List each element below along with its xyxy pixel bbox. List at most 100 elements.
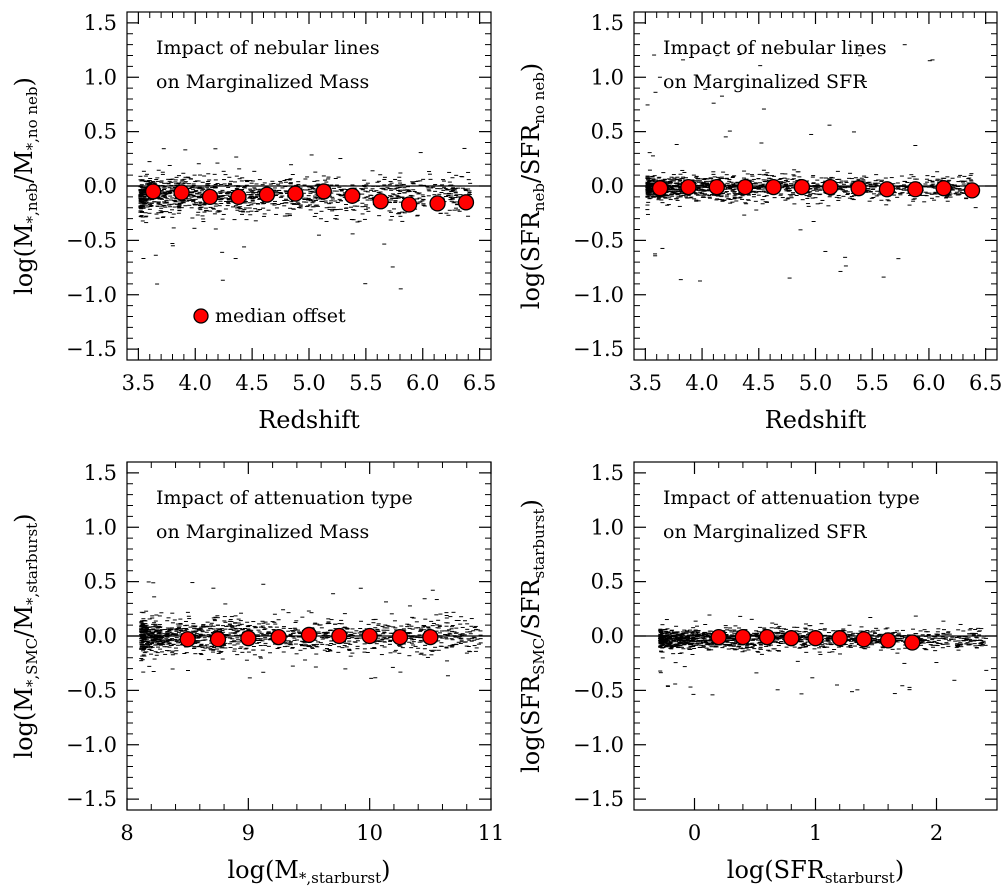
median-offset-marker xyxy=(430,196,445,211)
x-tick-label: 4.5 xyxy=(235,371,268,395)
annotation-line-2: on Marginalized Mass xyxy=(156,521,369,543)
y-tick-label: −1.5 xyxy=(573,787,624,811)
median-offset-marker xyxy=(458,195,473,210)
median-offset-marker xyxy=(879,182,894,197)
x-tick-label: 9 xyxy=(242,821,255,845)
median-offset-marker xyxy=(653,181,668,196)
x-tick-label: 1 xyxy=(809,821,822,845)
x-tick-label: 6.0 xyxy=(406,371,439,395)
median-offset-marker xyxy=(203,189,218,204)
y-tick-label: 0.5 xyxy=(591,570,624,594)
y-tick-label: −1.5 xyxy=(66,337,117,361)
y-tick-label: 0.5 xyxy=(84,120,117,144)
median-offset-marker xyxy=(316,184,331,199)
x-tick-label: 5.5 xyxy=(349,371,382,395)
median-offset-marker xyxy=(146,184,161,199)
y-tick-label: 1.5 xyxy=(84,461,117,485)
median-offset-marker xyxy=(402,197,417,212)
x-tick-label: 5.5 xyxy=(856,371,889,395)
x-tick-label: 8 xyxy=(120,821,133,845)
median-offset-marker xyxy=(302,627,317,642)
median-offset-marker xyxy=(288,186,303,201)
x-tick-label: 3.5 xyxy=(629,371,662,395)
x-tick-label: 10 xyxy=(356,821,383,845)
median-offset-marker xyxy=(823,180,838,195)
panel-2: 3.5 4.0 4.5 5.0 5.5 6.0 6.5 −1.5 −1.0 −0.5 0.0 0.5 1… xyxy=(517,11,1002,434)
median-offset-marker xyxy=(851,181,866,196)
median-offset-marker xyxy=(936,181,951,196)
y-tick-label: 1.0 xyxy=(84,65,117,89)
y-tick-label: 1.0 xyxy=(591,515,624,539)
x-axis-title: Redshift xyxy=(258,406,360,434)
median-offset-marker xyxy=(259,187,274,202)
y-tick-label: −0.5 xyxy=(66,228,117,252)
x-tick-label: 4.5 xyxy=(742,371,775,395)
x-tick-label: 6.5 xyxy=(463,371,496,395)
y-tick-label: −1.0 xyxy=(66,283,117,307)
y-axis-title: log(M*,neb/M*,no neb) xyxy=(10,77,41,295)
median-offset-marker xyxy=(345,188,360,203)
median-offset-marker xyxy=(362,629,377,644)
median-offset-marker xyxy=(393,630,408,645)
y-tick-label: −1.5 xyxy=(66,787,117,811)
annotation-line-1: Impact of nebular lines xyxy=(663,37,887,59)
x-tick-label: 4.0 xyxy=(179,371,212,395)
median-offset-marker xyxy=(231,189,246,204)
y-tick-label: 0.5 xyxy=(591,120,624,144)
median-offset-marker xyxy=(241,631,256,646)
scatter-cloud xyxy=(138,148,472,288)
y-tick-label: −1.5 xyxy=(573,337,624,361)
x-axis-title: log(M*,starburst) xyxy=(227,856,390,886)
median-offset-marker xyxy=(332,629,347,644)
median-offset-marker xyxy=(681,180,696,195)
y-tick-label: −0.5 xyxy=(66,678,117,702)
median-offset-marker xyxy=(180,632,195,647)
y-tick-label: −0.5 xyxy=(573,678,624,702)
x-tick-label: 2 xyxy=(930,821,943,845)
median-offset-marker xyxy=(766,180,781,195)
y-axis-title: log(M*,SMC/M*,starburst) xyxy=(10,513,41,758)
x-tick-label: 5.0 xyxy=(799,371,832,395)
median-offset-marker xyxy=(738,180,753,195)
y-tick-label: 1.5 xyxy=(591,11,624,35)
y-tick-label: −0.5 xyxy=(573,228,624,252)
median-offset-marker xyxy=(908,182,923,197)
y-tick-label: −1.0 xyxy=(66,733,117,757)
x-tick-label: 0 xyxy=(688,821,701,845)
annotation-line-1: Impact of attenuation type xyxy=(156,487,413,509)
x-tick-label: 6.0 xyxy=(912,371,945,395)
y-tick-label: 1.0 xyxy=(591,65,624,89)
panel-3: 8 9 10 11 −1.5 −1.0 −0.5 0.0 0.5 1.0 1.5 Impact of … xyxy=(10,461,504,886)
median-offset-marker xyxy=(373,194,388,209)
median-offset-marker xyxy=(965,183,980,198)
x-tick-label: 3.5 xyxy=(122,371,155,395)
annotation-line-1: Impact of nebular lines xyxy=(156,37,380,59)
median-offset-marker xyxy=(174,185,189,200)
x-tick-label: 5.0 xyxy=(292,371,325,395)
y-tick-label: 0.5 xyxy=(84,570,117,594)
y-tick-label: 1.5 xyxy=(84,11,117,35)
x-tick-label: 6.5 xyxy=(969,371,1002,395)
y-tick-label: 1.0 xyxy=(84,515,117,539)
median-offset-marker xyxy=(271,630,286,645)
annotation-line-2: on Marginalized Mass xyxy=(156,71,369,93)
scatter-cloud xyxy=(658,615,988,695)
x-axis-title: Redshift xyxy=(765,406,867,434)
median-offset-marker xyxy=(709,180,724,195)
x-tick-label: 4.0 xyxy=(685,371,718,395)
y-tick-label: −1.0 xyxy=(573,283,624,307)
y-axis-title: log(SFRneb/SFRno neb) xyxy=(517,63,548,309)
y-tick-label: 0.0 xyxy=(591,624,624,648)
y-tick-label: 1.5 xyxy=(591,461,624,485)
y-tick-label: −1.0 xyxy=(573,733,624,757)
x-tick-label: 11 xyxy=(478,821,505,845)
annotation-line-2: on Marginalized SFR xyxy=(663,71,867,93)
y-tick-label: 0.0 xyxy=(591,174,624,198)
y-tick-label: 0.0 xyxy=(84,624,117,648)
median-offset-marker xyxy=(211,632,226,647)
median-offset-marker xyxy=(794,180,809,195)
